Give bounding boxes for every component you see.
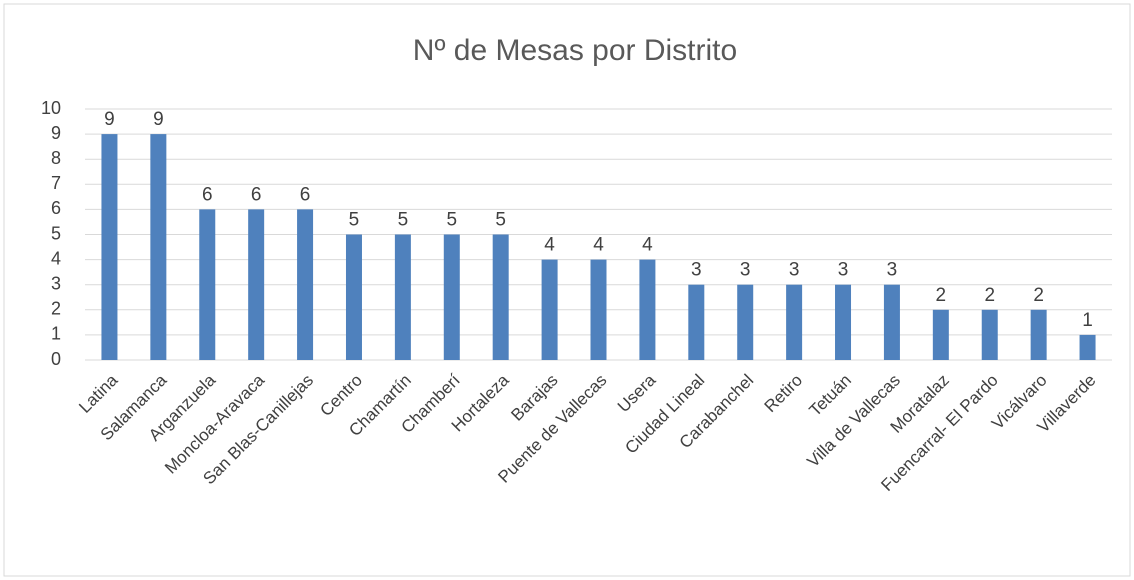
- y-tick-label: 10: [41, 98, 61, 118]
- chart-border: [3, 3, 1131, 577]
- data-label: 3: [789, 260, 800, 281]
- data-label: 3: [691, 260, 702, 281]
- data-label: 3: [887, 260, 898, 281]
- bar: [492, 234, 509, 360]
- data-label: 4: [642, 235, 653, 256]
- data-label: 3: [838, 260, 849, 281]
- bar: [297, 209, 314, 360]
- data-label: 5: [349, 210, 360, 231]
- bar: [394, 234, 411, 360]
- y-tick-label: 2: [51, 299, 61, 319]
- bar: [932, 309, 949, 360]
- data-label: 5: [398, 210, 409, 231]
- bar: [590, 259, 607, 360]
- data-label: 6: [202, 184, 213, 205]
- data-label: 4: [544, 235, 555, 256]
- data-label: 3: [740, 260, 751, 281]
- bar: [443, 234, 460, 360]
- bar: [981, 309, 998, 360]
- y-tick-label: 6: [51, 198, 61, 218]
- y-tick-label: 1: [51, 324, 61, 344]
- y-tick-label: 7: [51, 173, 61, 193]
- data-label: 2: [984, 285, 995, 306]
- bar: [883, 284, 900, 360]
- bar: [786, 284, 803, 360]
- data-label: 9: [104, 109, 115, 130]
- bar: [150, 134, 167, 360]
- bar: [248, 209, 265, 360]
- bar: [737, 284, 754, 360]
- bar: [1030, 309, 1047, 360]
- data-label: 6: [300, 184, 311, 205]
- y-tick-label: 3: [51, 273, 61, 293]
- bar: [1079, 334, 1096, 360]
- y-tick-label: 8: [51, 148, 61, 168]
- y-tick-label: 5: [51, 223, 61, 243]
- data-label: 1: [1082, 310, 1093, 331]
- data-label: 9: [153, 109, 164, 130]
- data-label: 4: [593, 235, 604, 256]
- data-label: 6: [251, 184, 262, 205]
- bar: [688, 284, 705, 360]
- bar: [835, 284, 852, 360]
- data-label: 2: [936, 285, 947, 306]
- y-tick-label: 4: [51, 248, 61, 268]
- bar: [199, 209, 216, 360]
- y-tick-label: 9: [51, 123, 61, 143]
- bar: [345, 234, 362, 360]
- bar: [101, 134, 118, 360]
- data-label: 2: [1033, 285, 1044, 306]
- data-label: 5: [446, 210, 457, 231]
- bar: [541, 259, 558, 360]
- bar: [639, 259, 656, 360]
- chart-title: Nº de Mesas por Distrito: [413, 34, 737, 67]
- y-tick-label: 0: [51, 349, 61, 369]
- data-label: 5: [495, 210, 506, 231]
